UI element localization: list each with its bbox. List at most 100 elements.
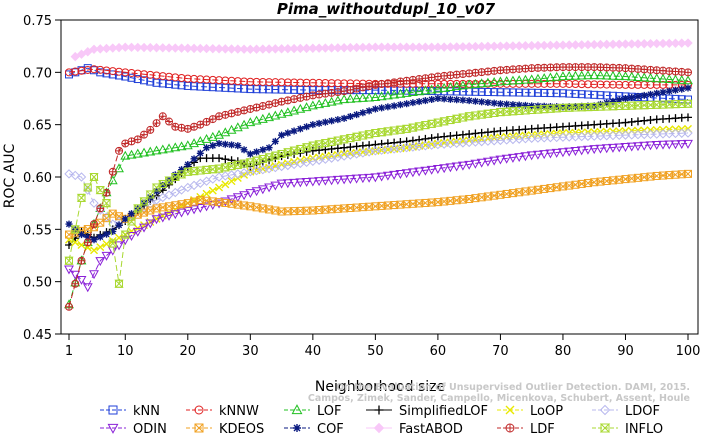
data-point [540, 102, 548, 110]
data-point [196, 149, 204, 157]
data-point [539, 105, 549, 114]
data-point [501, 154, 512, 164]
data-point [595, 131, 606, 141]
data-point [558, 148, 568, 158]
legend-label: LDOF [625, 404, 660, 419]
data-point [640, 91, 648, 99]
data-point [159, 181, 167, 189]
legend-item-fastabod: FastABOD [366, 422, 463, 434]
data-point [599, 404, 611, 416]
data-point [296, 125, 304, 133]
data-point [533, 105, 543, 114]
data-point [71, 67, 80, 76]
data-point [332, 175, 343, 185]
data-point [95, 257, 106, 267]
data-point [620, 130, 631, 140]
data-point [270, 151, 281, 160]
data-point [215, 183, 224, 192]
data-point [445, 163, 456, 173]
data-point [358, 131, 368, 140]
data-point [289, 178, 300, 188]
x-tick-label: 10 [117, 344, 134, 359]
data-point [564, 132, 574, 142]
data-point [639, 39, 649, 49]
data-point [321, 89, 330, 98]
x-axis-title: Neighborhood size [315, 379, 445, 395]
data-point [445, 82, 456, 92]
data-point [514, 153, 525, 163]
data-point [201, 165, 212, 174]
x-tick-label: 70 [492, 344, 509, 359]
data-point [289, 146, 299, 155]
data-point [126, 42, 137, 53]
data-point [76, 193, 87, 202]
data-point [420, 166, 431, 176]
data-point [484, 98, 492, 106]
data-point [545, 72, 556, 82]
data-point [382, 90, 393, 100]
data-point [646, 90, 654, 98]
data-point [321, 79, 330, 88]
data-point [358, 83, 367, 92]
data-point [65, 68, 73, 77]
series-fastabod [70, 38, 693, 62]
legend-label: SimplifiedLOF [399, 404, 488, 419]
y-tick-label: 0.70 [23, 66, 52, 81]
data-point [90, 220, 99, 229]
data-point [507, 75, 518, 85]
data-point [357, 92, 368, 102]
data-point [264, 183, 275, 193]
data-point [208, 186, 217, 195]
data-point [390, 78, 399, 87]
data-point [146, 193, 154, 201]
data-point [651, 73, 662, 83]
data-point [396, 77, 405, 86]
data-point [620, 39, 631, 49]
data-point [133, 42, 143, 53]
data-point [96, 243, 105, 252]
data-point [507, 153, 518, 163]
data-point [364, 173, 375, 183]
data-point [240, 146, 248, 154]
data-point [145, 146, 156, 156]
data-point [276, 44, 287, 54]
data-point [533, 133, 543, 143]
data-point [264, 153, 274, 162]
data-point [532, 150, 543, 160]
data-point [677, 38, 687, 48]
data-point [114, 163, 124, 173]
data-point [95, 186, 105, 195]
data-point [578, 102, 586, 110]
legend-label: LoOP [530, 404, 563, 419]
data-point [415, 75, 424, 84]
data-point [252, 77, 261, 86]
data-point [221, 110, 230, 119]
data-point [620, 71, 631, 81]
data-point [232, 193, 243, 203]
data-point [77, 256, 86, 265]
series-ldf [65, 63, 692, 311]
data-point [421, 74, 430, 83]
legend-label: kNN [133, 404, 160, 419]
data-point [614, 70, 625, 80]
data-point [378, 104, 386, 112]
data-point [195, 43, 206, 54]
data-point [309, 121, 317, 129]
data-point [295, 43, 306, 54]
data-point [595, 102, 606, 111]
data-point [108, 167, 117, 176]
watermark: On the Evaluation of Unsupervised Outlie… [308, 382, 690, 404]
data-point [565, 89, 574, 98]
data-point [315, 78, 324, 87]
data-point [346, 85, 355, 94]
legend-item-odin: ODIN [100, 422, 167, 434]
legend-label: COF [317, 422, 344, 434]
data-point [684, 169, 692, 178]
x-tick-label: 20 [180, 344, 197, 359]
data-point [139, 197, 149, 206]
data-point [595, 70, 606, 80]
data-point [83, 238, 92, 247]
data-point [64, 256, 74, 265]
data-point [426, 42, 437, 52]
data-point [439, 82, 450, 92]
